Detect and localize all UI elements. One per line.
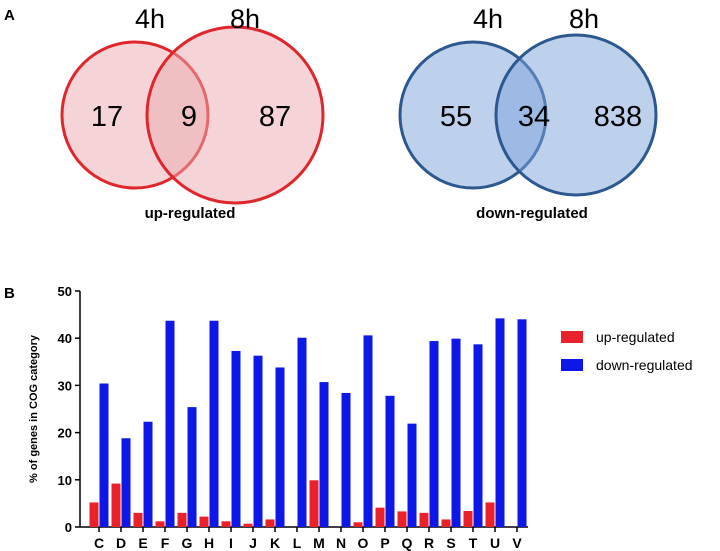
legend-swatch-up	[561, 331, 583, 343]
bar-down-N	[341, 392, 351, 527]
bar-down-T	[473, 344, 483, 527]
x-tick-label-O: O	[358, 535, 369, 551]
venn-up-only-b-count: 87	[259, 101, 291, 133]
y-tick-label: 50	[58, 284, 72, 299]
bar-up-D	[111, 483, 121, 527]
bar-down-O	[363, 335, 373, 527]
bar-up-E	[133, 512, 143, 527]
x-tick-label-N: N	[336, 535, 346, 551]
x-tick-label-J: J	[249, 535, 257, 551]
bar-up-M	[309, 480, 319, 527]
venn-up-set-a-label: 4h	[135, 4, 165, 34]
x-tick-label-K: K	[270, 535, 280, 551]
venn-down-set-b-label: 8h	[569, 4, 599, 34]
legend-label-down: down-regulated	[596, 357, 693, 373]
x-tick-label-V: V	[512, 535, 522, 551]
y-tick-label: 10	[58, 473, 72, 488]
bar-up-Q	[397, 511, 407, 527]
x-tick-label-P: P	[380, 535, 389, 551]
legend: up-regulated down-regulated	[561, 329, 693, 373]
bar-down-M	[319, 382, 329, 527]
bar-down-L	[297, 337, 307, 527]
x-tick-label-R: R	[424, 535, 434, 551]
bar-down-U	[495, 318, 505, 527]
bar-chart: 0 10 20 30 40 50 C D E F G H I J K L M N O P Q R S T U V	[58, 284, 528, 551]
bar-up-S	[441, 519, 451, 527]
bar-up-G	[177, 512, 187, 527]
bar-down-E	[143, 421, 153, 527]
bar-up-R	[419, 512, 429, 527]
legend-label-up: up-regulated	[596, 329, 675, 345]
bar-up-I	[221, 521, 231, 527]
y-tick-label: 20	[58, 426, 72, 441]
x-tick-label-C: C	[94, 535, 104, 551]
x-tick-label-Q: Q	[402, 535, 413, 551]
y-axis-label: % of genes in COG category	[28, 334, 40, 483]
y-tick-label: 40	[58, 331, 72, 346]
x-tick-label-H: H	[204, 535, 214, 551]
venn-down-set-a-label: 4h	[473, 4, 503, 34]
bar-down-P	[385, 395, 395, 527]
bar-down-S	[451, 338, 461, 527]
bar-down-K	[275, 367, 285, 527]
venn-down-both-count: 34	[518, 101, 550, 133]
panel-b-label: B	[4, 285, 15, 302]
venn-down-only-a-count: 55	[440, 101, 472, 133]
bar-down-J	[253, 355, 263, 527]
bar-up-F	[155, 521, 165, 527]
bar-up-P	[375, 507, 385, 527]
x-tick-label-F: F	[161, 535, 170, 551]
venn-up-regulated: 4h 8h 17 9 87 up-regulated	[60, 4, 325, 222]
bar-down-C	[99, 383, 109, 527]
bar-down-D	[121, 438, 131, 527]
y-tick-label: 0	[65, 520, 72, 535]
bar-down-R	[429, 341, 439, 527]
venn-up-set-b-label: 8h	[230, 4, 260, 34]
x-tick-label-G: G	[182, 535, 193, 551]
bar-up-O	[353, 522, 363, 527]
x-tick-label-M: M	[313, 535, 325, 551]
bar-down-Q	[407, 423, 417, 527]
venn-down-only-b-count: 838	[594, 101, 642, 133]
bar-down-I	[231, 350, 241, 527]
x-tick-label-L: L	[293, 535, 302, 551]
legend-swatch-down	[561, 359, 583, 371]
x-tick-label-S: S	[446, 535, 455, 551]
bar-down-G	[187, 407, 197, 527]
x-tick-label-U: U	[490, 535, 500, 551]
venn-down-circle-8h	[494, 33, 658, 197]
x-tick-label-E: E	[138, 535, 147, 551]
bar-up-K	[265, 519, 275, 527]
venn-down-title: down-regulated	[476, 205, 588, 222]
x-tick-label-D: D	[116, 535, 126, 551]
bar-down-H	[209, 320, 219, 527]
x-tick-label-T: T	[469, 535, 478, 551]
y-tick-label: 30	[58, 378, 72, 393]
bar-down-F	[165, 320, 175, 527]
venn-up-only-a-count: 17	[91, 101, 123, 133]
venn-up-circle-8h	[145, 25, 325, 205]
venn-up-both-count: 9	[181, 101, 197, 133]
bar-down-V	[517, 319, 527, 527]
x-tick-label-I: I	[229, 535, 233, 551]
venn-down-regulated: 4h 8h 55 34 838 down-regulated	[398, 4, 658, 222]
bar-up-H	[199, 516, 209, 527]
venn-up-title: up-regulated	[145, 205, 236, 222]
bar-up-U	[485, 502, 495, 527]
bar-up-C	[89, 502, 99, 527]
panel-a-label: A	[4, 7, 15, 24]
bar-up-T	[463, 510, 473, 527]
bar-up-J	[243, 523, 253, 527]
